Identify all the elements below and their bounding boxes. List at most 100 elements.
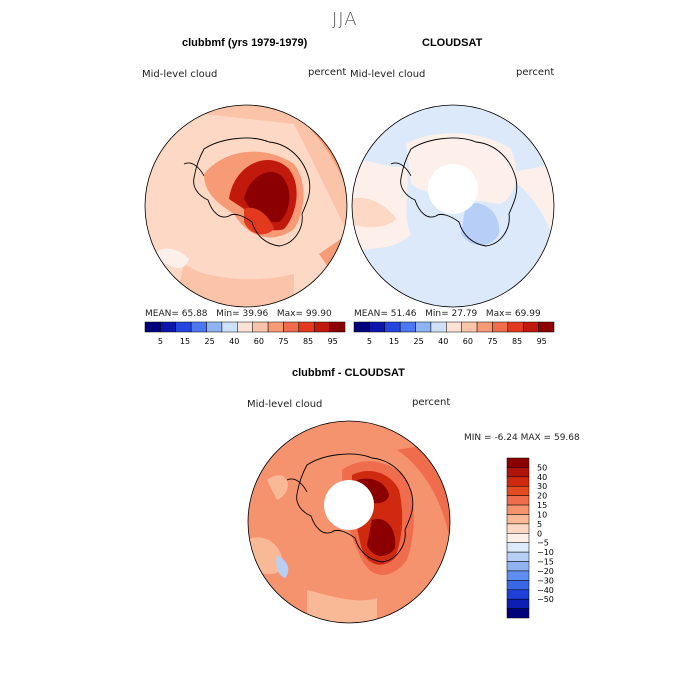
panel2-peninsula-coastline [390, 162, 412, 177]
panel2-colorbar-swatch [507, 321, 524, 333]
panel2-units-label: percent [516, 67, 555, 78]
panel3-colorbar-swatch [506, 485, 530, 496]
panel2-colorbar-swatch [538, 321, 555, 333]
panel3-colorbar-swatch [506, 523, 530, 534]
panel2-colorbar-swatch [399, 321, 416, 333]
panel2-mean-value: 51.46 [390, 309, 417, 319]
panel3-colorbar-tick-label: 30 [537, 482, 547, 491]
panel3-colorbar-tick-label: 0 [537, 529, 542, 538]
panel2-variable-label: Mid-level cloud [350, 69, 426, 80]
panel1-antarctica-coastline [193, 137, 311, 247]
panel1-polar-map [144, 104, 348, 308]
panel2-colorbar-swatch [492, 321, 509, 333]
panel1-colorbar-swatch [221, 321, 238, 333]
panel3-colorbar-swatch [506, 467, 530, 478]
panel1-colorbar-swatch [283, 321, 300, 333]
panel3-colorbar-tick-label: −20 [537, 567, 554, 576]
panel3-colorbar-swatch [506, 589, 530, 600]
panel3-contour-d [276, 555, 289, 578]
panel3-colorbar-tick-label: −50 [537, 595, 554, 604]
panel3-colorbar-swatch [506, 551, 530, 562]
panel1-colorbar-swatch [175, 321, 192, 333]
panel2-colorbar-tick-label: 15 [389, 337, 399, 346]
panel2-colorbar-tick-label: 25 [414, 337, 424, 346]
panel3-contour-e [307, 590, 377, 623]
panel2-mean-label: MEAN= [354, 309, 388, 319]
panel1-peninsula-coastline [183, 162, 205, 177]
panel3-variable-label: Mid-level cloud [247, 399, 323, 410]
panel2-contour-c [352, 197, 396, 228]
panel2-colorbar: 5 15 25 40 60 75 85 95 [353, 321, 555, 346]
panel2-map-border [351, 104, 555, 308]
panel1-colorbar-tick-label: 5 [158, 337, 163, 346]
panel2-contour-d [501, 164, 554, 244]
panel2-min-label: Min= [425, 309, 449, 319]
panel2-colorbar-tick-label: 60 [463, 337, 473, 346]
panel1-colorbar-tick-label: 75 [278, 337, 288, 346]
panel3-colorbar-tick-label: −30 [537, 576, 554, 585]
panel1-colorbar-swatch [190, 321, 207, 333]
panel1-map-border [144, 104, 348, 308]
panel1-colorbar-tick-label: 25 [205, 337, 215, 346]
panel1-title: clubbmf (yrs 1979-1979) [182, 37, 308, 49]
panel2-colorbar-swatch [353, 321, 370, 333]
panel3-colorbar-tick-label: 5 [537, 520, 542, 529]
panel3-colorbar-swatch [506, 580, 530, 591]
panel1-colorbar-tick-label: 15 [180, 337, 190, 346]
panel1-colorbar-tick-label: 95 [328, 337, 338, 346]
panel3-colorbar-swatch [506, 542, 530, 553]
panel2-colorbar-swatch [430, 321, 447, 333]
panel2-title: CLOUDSAT [422, 37, 483, 49]
panel1-contour-i [244, 207, 274, 235]
panel1-colorbar: 5 15 25 40 60 75 85 95 [144, 321, 346, 346]
panel2-max-value: 69.99 [514, 309, 541, 319]
panel1-max-label: Max= [276, 309, 304, 319]
panel1-min-label: Min= [216, 309, 240, 319]
panel3-max-value: 59.68 [553, 433, 580, 443]
panel1-colorbar-swatch [298, 321, 315, 333]
panel3-map-border [247, 420, 451, 624]
panel3-colorbar-swatch [506, 457, 530, 468]
panel2-colorbar-tick-label: 75 [487, 337, 497, 346]
panel3-contour-b [267, 475, 288, 500]
panel2-colorbar-swatch [446, 321, 462, 333]
panel2-colorbar-swatch [461, 321, 478, 333]
panel3-colorbar-swatch [506, 514, 530, 525]
panel3-colorbar-swatch [506, 495, 530, 506]
panel2-polar-gap [428, 164, 478, 214]
panel3-antarctica-coastline [296, 453, 414, 563]
panel1-colorbar-swatch [313, 321, 330, 333]
panel1-contour-d [174, 264, 294, 307]
panel3-colorbar-tick-label: −15 [537, 558, 554, 567]
panel1-colorbar-swatch [267, 321, 284, 333]
panel2-colorbar-tick-label: 5 [367, 337, 372, 346]
panel1-colorbar-tick-label: 60 [254, 337, 264, 346]
panel2-max-label: Max= [485, 309, 513, 319]
panel3-colorbar-swatch [506, 608, 530, 619]
panel3-min-value: -6.24 [494, 433, 518, 443]
panel3-max-label: MAX = [520, 433, 552, 443]
panel2-polar-map [351, 104, 555, 308]
panel1-colorbar-tick-label: 40 [229, 337, 239, 346]
panel2-stats: MEAN= 51.46 Min= 27.79 Max= 69.99 [354, 309, 541, 319]
panel3-units-label: percent [412, 397, 451, 408]
panel2-colorbar-tick-label: 95 [537, 337, 547, 346]
panel2-colorbar-swatch [384, 321, 401, 333]
panel1-units-label: percent [308, 67, 347, 78]
panel1-mean-label: MEAN= [145, 309, 179, 319]
panel3-polar-map [247, 420, 451, 624]
panel3-colorbar-tick-label: 15 [537, 501, 547, 510]
panel3-colorbar-swatch [506, 570, 530, 581]
panel3-title: clubbmf - CLOUDSAT [292, 367, 405, 379]
panel3-colorbar-swatch [506, 598, 530, 609]
panel2-min-value: 27.79 [451, 309, 478, 319]
panel2-contour-e [461, 203, 500, 246]
panel3-colorbar-swatch [506, 504, 530, 515]
panel3-colorbar-tick-label: −10 [537, 548, 554, 557]
panel3-polar-gap [324, 480, 374, 530]
panel1-variable-label: Mid-level cloud [142, 69, 218, 80]
panel1-colorbar-swatch [206, 321, 223, 333]
panel2-colorbar-swatch [369, 321, 386, 333]
panel1-mean-value: 65.88 [181, 309, 208, 319]
panel2-antarctica-coastline [400, 137, 518, 247]
